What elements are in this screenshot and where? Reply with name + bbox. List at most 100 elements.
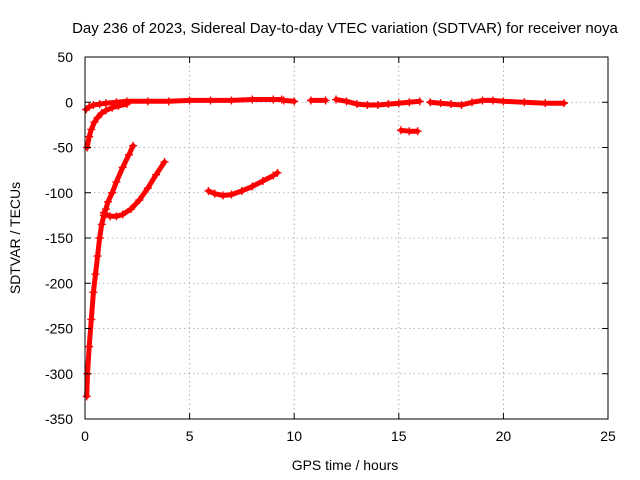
data-point	[185, 96, 194, 105]
y-tick-label: -250	[45, 321, 73, 337]
data-point	[248, 182, 257, 191]
grid-layer	[85, 57, 608, 419]
data-point	[85, 132, 94, 141]
data-point	[108, 188, 117, 197]
data-point	[127, 205, 136, 214]
y-tick-label: -100	[45, 185, 73, 201]
data-point	[104, 197, 113, 206]
series-track-rise-b	[84, 143, 136, 399]
data-layer	[82, 95, 569, 401]
series-track-rise-c	[101, 159, 167, 219]
data-point	[206, 96, 215, 105]
tick-layer: 0 5 10 15 20 25 -350 -300 -250 -200 -150 -100 -50 0 50	[45, 49, 616, 444]
data-point	[93, 113, 102, 122]
data-point	[114, 101, 123, 110]
y-axis-label: SDTVAR / TECUs	[7, 182, 23, 294]
data-point	[269, 95, 278, 104]
x-tick-label: 0	[81, 428, 89, 444]
data-point	[143, 97, 152, 106]
y-tick-label: 50	[57, 49, 73, 65]
series-track-mid	[205, 170, 280, 198]
data-point	[499, 97, 508, 106]
x-tick-label: 20	[496, 428, 512, 444]
data-point	[426, 98, 435, 107]
y-tick-label: -150	[45, 230, 73, 246]
data-point	[541, 99, 550, 108]
data-point	[457, 100, 466, 109]
data-point	[101, 99, 110, 108]
data-point	[87, 125, 96, 134]
data-point	[560, 99, 569, 108]
data-point	[279, 96, 288, 105]
data-point	[91, 270, 100, 279]
data-point	[95, 100, 104, 109]
y-tick-label: -300	[45, 366, 73, 382]
data-point	[373, 100, 382, 109]
data-point	[415, 97, 424, 106]
data-point	[363, 100, 372, 109]
data-point	[93, 252, 102, 261]
data-point	[237, 186, 246, 195]
data-point	[164, 97, 173, 106]
data-point	[210, 189, 219, 198]
data-point	[112, 177, 121, 186]
data-point	[447, 100, 456, 109]
data-point	[89, 288, 98, 297]
data-point	[118, 163, 127, 172]
data-point	[306, 96, 315, 105]
chart-title: Day 236 of 2023, Sidereal Day-to-day VTE…	[72, 20, 618, 37]
data-point	[112, 212, 121, 221]
y-tick-label: -350	[45, 411, 73, 427]
data-point	[384, 100, 393, 109]
data-point	[97, 220, 106, 229]
x-axis-label: GPS time / hours	[292, 457, 399, 473]
data-point	[95, 234, 104, 242]
x-tick-label: 10	[286, 428, 302, 444]
x-tick-label: 15	[391, 428, 407, 444]
data-point	[332, 95, 341, 104]
data-point	[87, 315, 96, 324]
data-point	[160, 157, 169, 166]
data-point	[321, 96, 330, 105]
data-point	[396, 126, 405, 135]
data-point	[478, 96, 487, 105]
x-tick-label: 5	[186, 428, 194, 444]
data-point	[488, 96, 497, 105]
data-point	[405, 127, 414, 136]
data-point	[135, 195, 144, 204]
data-point	[273, 168, 282, 177]
data-point	[352, 100, 361, 109]
series-track-rise-a	[84, 101, 130, 150]
y-tick-label: 0	[65, 94, 73, 110]
data-point	[269, 171, 278, 180]
data-point	[118, 210, 127, 219]
data-point	[101, 210, 110, 219]
data-point	[122, 100, 131, 109]
data-point	[520, 98, 529, 107]
data-point	[248, 95, 257, 104]
data-point	[97, 109, 106, 118]
data-point	[290, 97, 299, 106]
data-point	[124, 150, 133, 159]
data-point	[342, 97, 351, 106]
data-point	[227, 190, 236, 199]
data-point	[82, 392, 91, 401]
data-point	[436, 99, 445, 108]
x-tick-label: 25	[600, 428, 616, 444]
data-point	[204, 186, 213, 195]
data-point	[129, 141, 138, 150]
data-point	[89, 100, 98, 109]
data-point	[413, 127, 422, 136]
data-point	[85, 102, 94, 111]
data-point	[219, 191, 228, 200]
y-tick-label: -200	[45, 275, 73, 291]
data-point	[468, 98, 477, 107]
y-tick-label: -50	[53, 140, 73, 156]
data-point	[85, 342, 94, 351]
data-point	[143, 184, 152, 193]
data-point	[152, 170, 161, 179]
data-point	[108, 103, 117, 112]
data-point	[258, 176, 267, 185]
